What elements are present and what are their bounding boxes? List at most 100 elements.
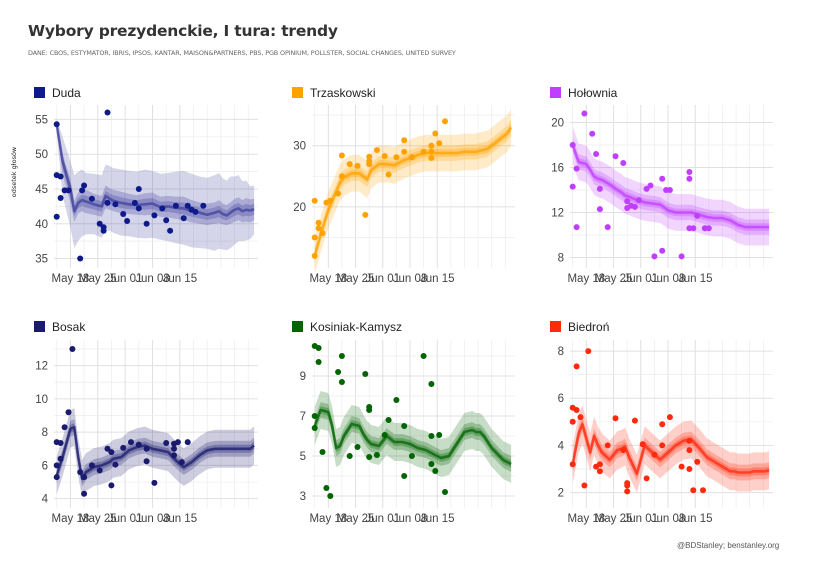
poll-point (604, 442, 611, 449)
poll-point (624, 488, 631, 495)
poll-point (442, 118, 448, 125)
poll-point (569, 183, 576, 190)
poll-point (428, 381, 435, 387)
poll-point (428, 433, 435, 439)
y-tick-label: 8 (42, 427, 48, 439)
x-tick-label: Jun 01 (624, 513, 659, 525)
poll-point (172, 202, 179, 209)
poll-point (57, 440, 64, 446)
poll-point (171, 445, 177, 452)
x-tick-label: Jun 08 (651, 273, 686, 285)
y-tick-label: 12 (551, 208, 564, 220)
legend-swatch (292, 321, 303, 332)
poll-point (120, 211, 127, 217)
poll-point (381, 432, 388, 438)
x-tick-label: May 25 (595, 513, 633, 525)
credible-band-80 (314, 402, 512, 472)
poll-point (178, 459, 185, 466)
y-tick-label: 40 (35, 219, 48, 231)
poll-point (184, 202, 191, 209)
poll-point (705, 225, 712, 232)
poll-point (81, 182, 88, 189)
poll-point (131, 199, 138, 206)
panel-title: Trzaskowski (310, 86, 376, 100)
y-tick-label: 6 (558, 393, 564, 405)
trend-line (313, 408, 512, 466)
poll-point (686, 169, 693, 175)
poll-point (100, 224, 107, 231)
credible-band-80 (56, 122, 255, 226)
x-tick-label: Jun 01 (366, 273, 401, 285)
poll-point (128, 439, 134, 446)
x-tick-label: May 25 (79, 273, 117, 285)
poll-point (573, 224, 580, 231)
poll-point (104, 445, 111, 452)
poll-point (135, 186, 142, 192)
y-tick-label: 12 (35, 361, 48, 373)
poll-point (428, 155, 435, 161)
poll-point (135, 441, 142, 448)
poll-point (108, 449, 115, 456)
poll-point (596, 185, 603, 192)
y-tick-label: 7 (300, 411, 306, 423)
poll-point (143, 458, 150, 465)
credible-band-95 (572, 126, 770, 246)
y-tick-label: 20 (293, 202, 306, 214)
poll-point (666, 187, 673, 193)
y-tick-label: 35 (35, 254, 48, 266)
poll-point (319, 230, 326, 237)
poll-point (65, 187, 72, 194)
poll-point (686, 447, 693, 454)
poll-point (659, 247, 666, 254)
poll-point (700, 487, 706, 494)
poll-point (401, 148, 408, 155)
poll-point (604, 224, 611, 231)
poll-point (694, 458, 701, 465)
poll-point (428, 142, 435, 149)
poll-point (112, 201, 119, 208)
x-tick-label: Jun 08 (393, 273, 428, 285)
legend-swatch (292, 87, 303, 98)
poll-point (569, 142, 576, 148)
poll-point (124, 218, 131, 224)
poll-point (694, 212, 701, 219)
y-tick-label: 4 (558, 440, 565, 452)
credible-band-95 (314, 391, 512, 483)
poll-point (647, 182, 654, 189)
poll-point (135, 205, 142, 212)
x-tick-label: Jun 01 (108, 273, 143, 285)
poll-point (77, 255, 84, 262)
panel-title: Hołownia (568, 86, 618, 100)
poll-point (366, 407, 373, 413)
poll-point (53, 474, 60, 481)
poll-point (338, 173, 345, 180)
poll-point (163, 217, 170, 224)
poll-point (420, 148, 427, 155)
poll-point (120, 444, 127, 451)
poll-point (323, 485, 330, 491)
poll-point (338, 152, 345, 159)
x-tick-label: Jun 08 (393, 513, 428, 525)
poll-point (65, 409, 72, 416)
gridlines (570, 340, 773, 508)
x-tick-label: May 25 (337, 513, 375, 525)
poll-point (354, 444, 361, 450)
poll-point (635, 197, 642, 204)
x-tick-label: Jun 08 (651, 513, 686, 525)
poll-point (624, 482, 631, 489)
poll-point (77, 469, 84, 476)
x-tick-label: Jun 08 (135, 513, 170, 525)
panel-title: Kosiniak-Kamysz (310, 320, 402, 334)
poll-point (612, 415, 619, 422)
poll-point (651, 253, 658, 260)
poll-point (401, 137, 408, 144)
poll-point (381, 153, 388, 160)
credible-band-80 (56, 419, 255, 487)
poll-point (596, 206, 603, 213)
poll-point (631, 417, 638, 424)
poll-point (57, 195, 64, 201)
chart-title: Wybory prezydenckie, I tura: trendy (28, 22, 338, 40)
